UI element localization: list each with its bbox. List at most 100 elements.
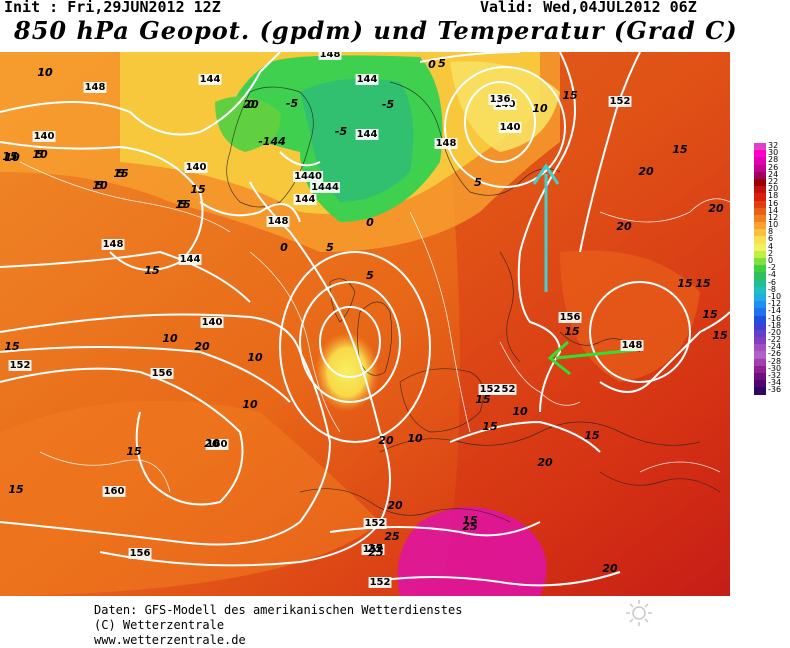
legend-value: 22 (768, 176, 779, 186)
coastlines (226, 81, 721, 523)
chart-title: 850 hPa Geopot. (gpdm) und Temperatur (G… (14, 16, 738, 45)
temperature-label: 15 (702, 308, 718, 321)
temperature-label: 10 (4, 151, 20, 164)
temperature-label: 5 (179, 198, 187, 211)
temperature-label: 20 (378, 434, 394, 447)
legend-swatch (754, 308, 766, 316)
legend-swatch (754, 373, 766, 381)
legend-value: 8 (768, 227, 774, 237)
legend-swatch (754, 358, 766, 366)
legend-value: 28 (768, 155, 779, 165)
svg-text:15: 15 (712, 329, 728, 342)
svg-text:20: 20 (194, 340, 210, 353)
temperature-label: 0 (247, 98, 255, 111)
temperature-label: 15 (475, 393, 491, 406)
svg-text:160: 160 (104, 486, 125, 497)
legend-value: -10 (768, 291, 782, 301)
svg-text:15: 15 (564, 325, 580, 338)
legend-value: -36 (768, 385, 782, 395)
legend-entry: 0 (754, 256, 790, 266)
svg-text:140: 140 (202, 317, 223, 328)
svg-text:20: 20 (387, 499, 403, 512)
temperature-label: 10 (37, 66, 53, 79)
temperature-label: 15 (462, 514, 478, 527)
svg-text:5: 5 (96, 179, 104, 192)
legend-value: -34 (768, 378, 782, 388)
legend-swatch (754, 164, 766, 172)
geopotential-label: 1440 (293, 171, 323, 182)
temperature-label: 15 (482, 420, 498, 433)
svg-text:10: 10 (4, 151, 20, 164)
legend-swatch (754, 222, 766, 230)
temperature-label: 10 (512, 405, 528, 418)
temperature-label: 10 (242, 398, 258, 411)
legend-value: 6 (768, 234, 774, 244)
geopotential-label: 156 (150, 368, 174, 379)
legend-entry: -2 (754, 263, 790, 273)
legend-swatch (754, 301, 766, 309)
svg-text:156: 156 (152, 368, 173, 379)
legend-value: 14 (768, 205, 779, 215)
temperature-label: 20 (602, 562, 618, 575)
legend-entry: 28 (754, 155, 790, 165)
svg-text:15: 15 (144, 264, 160, 277)
svg-text:15: 15 (702, 308, 718, 321)
temperature-label: 5 (438, 57, 446, 70)
legend-value: 16 (768, 198, 779, 208)
legend-value: 2 (768, 248, 774, 258)
legend-value: -14 (768, 306, 782, 316)
legend-entry: -34 (754, 378, 790, 388)
legend-swatch (754, 337, 766, 345)
temperature-label: 10 (532, 102, 548, 115)
svg-text:160: 160 (207, 439, 228, 450)
annotation-arrows (532, 163, 637, 376)
legend-swatch (754, 286, 766, 294)
temperature-label: 5 (474, 176, 482, 189)
svg-text:144: 144 (180, 254, 201, 265)
geopotential-label: 144 (355, 74, 379, 85)
geopotential-label: 152 (363, 518, 387, 529)
temperature-label: 20 (708, 202, 724, 215)
svg-text:140: 140 (186, 162, 207, 173)
svg-text:-144: -144 (258, 135, 286, 148)
legend-swatch (754, 315, 766, 323)
legend-value: -20 (768, 327, 782, 337)
svg-text:20: 20 (602, 562, 618, 575)
svg-text:152: 152 (610, 96, 631, 107)
temperature-label: 15 (144, 264, 160, 277)
legend-entry: 24 (754, 170, 790, 179)
legend-value: 10 (768, 220, 779, 230)
temperature-label: 15 (564, 325, 580, 338)
svg-text:5: 5 (179, 198, 187, 211)
geopotential-label: 148 (101, 239, 125, 250)
geopotential-label: 152 (368, 577, 392, 588)
svg-text:148: 148 (320, 52, 341, 60)
svg-text:15: 15 (126, 445, 142, 458)
legend-value: -16 (768, 313, 782, 323)
legend-value: 12 (768, 212, 779, 222)
svg-text:136: 136 (490, 94, 511, 105)
svg-text:0: 0 (280, 241, 288, 254)
legend-swatch (754, 193, 766, 201)
temperature-label: 0 (428, 58, 436, 71)
geopotential-label: 136 (488, 94, 512, 105)
svg-text:140: 140 (34, 131, 55, 142)
footer-data-source: Daten: GFS-Modell des amerikanischen Wet… (94, 603, 463, 617)
svg-text:10: 10 (242, 398, 258, 411)
svg-text:10: 10 (162, 332, 178, 345)
svg-text:144: 144 (200, 74, 221, 85)
legend-swatch (754, 243, 766, 251)
svg-text:148: 148 (103, 239, 124, 250)
temperature-label: 10 (162, 332, 178, 345)
geopotential-label: 144 (198, 74, 222, 85)
svg-text:20: 20 (616, 220, 632, 233)
temperature-label: 5 (96, 179, 104, 192)
legend-entry: -22 (754, 335, 790, 345)
legend-swatch (754, 351, 766, 359)
temperature-label: 20 (616, 220, 632, 233)
legend-swatch (754, 207, 766, 215)
temperature-label: 20 (387, 499, 403, 512)
temperature-label: 15 (2, 150, 18, 163)
legend-swatch (754, 293, 766, 302)
legend-swatch (754, 365, 766, 373)
